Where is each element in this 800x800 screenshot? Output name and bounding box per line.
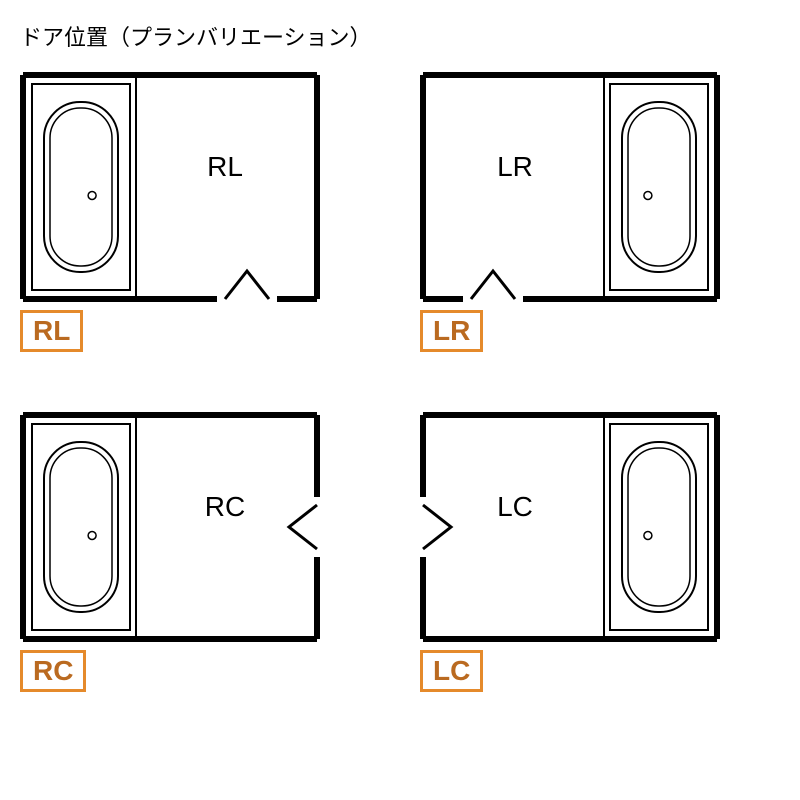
plan-cell-lr: LR LR	[420, 72, 740, 352]
plan-diagram-lr: LR	[420, 72, 720, 302]
plan-cell-rc: RC RC	[20, 412, 340, 692]
plan-interior-label: LR	[497, 151, 533, 182]
plan-cell-rl: RL RL	[20, 72, 340, 352]
plan-badge-lr: LR	[420, 310, 483, 352]
page-title: ドア位置（プランバリエーション）	[20, 20, 780, 52]
plan-diagram-rc: RC	[20, 412, 320, 642]
plan-badge-rl: RL	[20, 310, 83, 352]
plan-diagram-lc: LC	[420, 412, 720, 642]
plan-interior-label: RL	[207, 151, 243, 182]
plan-diagram-rl: RL	[20, 72, 320, 302]
plan-interior-label: RC	[205, 491, 245, 522]
plan-grid: RL RL LR LR RC RC LC LC	[20, 72, 740, 692]
plan-badge-rc: RC	[20, 650, 86, 692]
plan-badge-lc: LC	[420, 650, 483, 692]
plan-interior-label: LC	[497, 491, 533, 522]
plan-cell-lc: LC LC	[420, 412, 740, 692]
